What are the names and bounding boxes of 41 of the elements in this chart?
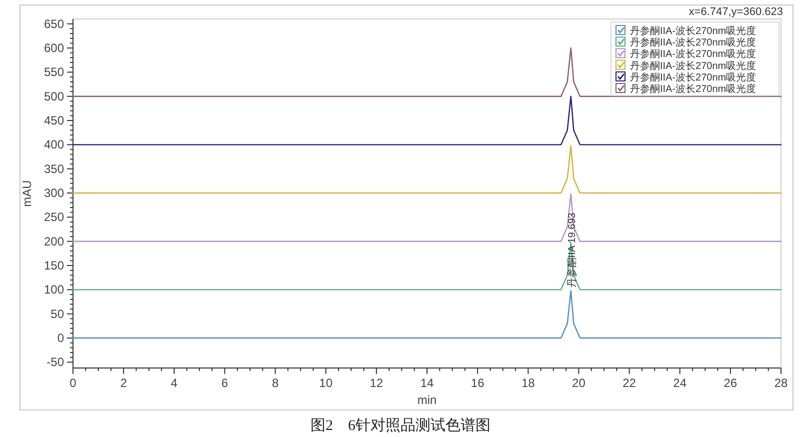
y-tick-label: 0 — [57, 331, 64, 346]
x-tick-label: 0 — [70, 376, 77, 390]
x-tick-label: 10 — [319, 376, 333, 390]
x-tick-label: 24 — [673, 376, 687, 390]
y-tick-label: 650 — [44, 16, 64, 31]
legend-label: 丹参酮IIA-波长270nm吸光度 — [630, 60, 756, 72]
annotation: 丹参酮IIA 19.693 — [566, 212, 578, 288]
x-tick-label: 2 — [120, 376, 128, 390]
x-tick-label: 6 — [221, 376, 228, 390]
text: x=6.747,y=360.623 — [688, 6, 783, 18]
y-tick-label: 350 — [44, 162, 64, 176]
y-axis-title: mAU — [20, 180, 34, 207]
y-tick-label: 400 — [44, 138, 64, 152]
x-tick-label: 16 — [470, 376, 485, 390]
text: 图2 6针对照品测试色谱图 — [310, 417, 490, 434]
x-tick-label: 8 — [272, 376, 279, 390]
y-tick-label: 50 — [50, 306, 64, 321]
x-tick-label: 12 — [370, 376, 384, 390]
legend-label: 丹参酮IIA-波长270nm吸光度 — [630, 71, 756, 84]
y-tick-label: 100 — [44, 282, 64, 297]
legend-label: 丹参酮IIA-波长270nm吸光度 — [630, 83, 756, 95]
x-tick-label: 20 — [572, 376, 586, 390]
y-tick-label: 300 — [44, 186, 64, 200]
y-tick-label: 500 — [44, 89, 64, 104]
y-tick-label: 550 — [44, 65, 64, 80]
y-tick-label: 450 — [44, 114, 64, 128]
y-tick-label: 250 — [44, 210, 64, 224]
x-tick-label: 4 — [170, 376, 178, 390]
x-tick-label: 22 — [622, 376, 636, 390]
legend-label: 丹参酮IIA-波长270nm吸光度 — [630, 48, 756, 60]
legend-label: 丹参酮IIA-波长270nm吸光度 — [630, 25, 756, 37]
x-axis-title: min — [417, 393, 437, 407]
y-tick-label: -50 — [46, 355, 64, 370]
y-tick-label: 150 — [44, 258, 64, 273]
x-tick-label: 28 — [774, 376, 788, 390]
y-tick-label: 600 — [44, 41, 64, 56]
x-tick-label: 26 — [724, 376, 738, 390]
legend-label: 丹参酮IIA-波长270nm吸光度 — [630, 36, 756, 49]
x-tick-label: 18 — [521, 376, 536, 390]
x-tick-label: 14 — [420, 376, 434, 390]
y-tick-label: 200 — [44, 234, 64, 248]
